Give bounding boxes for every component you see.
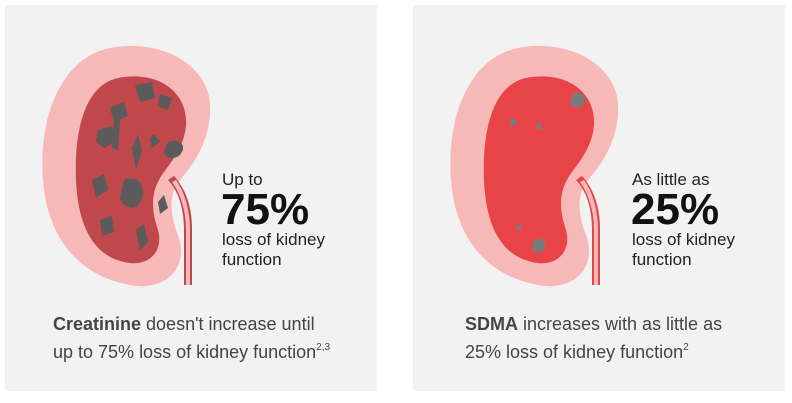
stat-value: 75% [221,185,310,234]
sdma-stat: As little as 25% loss of kidney function [631,170,735,270]
stat-suffix-line2: function [632,250,692,269]
stat-value: 25% [631,185,720,234]
creatinine-stat: Up to 75% loss of kidney function [221,170,325,270]
caption-superscript: 2,3 [316,342,331,353]
sdma-caption: SDMA increases with as little as 25% los… [465,310,785,366]
caption-superscript: 2 [683,342,689,353]
damaged-kidney-icon [42,45,210,287]
creatinine-panel: Up to 75% loss of kidney function Creati… [5,5,377,391]
stat-prefix: Up to [222,170,263,189]
caption-line2: up to 75% loss of kidney function [53,342,317,362]
stat-prefix: As little as [632,170,710,189]
caption-bold: Creatinine [53,314,142,334]
caption-line1: increases with as little as [518,314,723,334]
caption-line2: 25% loss of kidney function [465,342,684,362]
caption-bold: SDMA [465,314,518,334]
stat-suffix-line2: function [222,250,282,269]
caption-line1: doesn't increase until [141,314,315,334]
stat-suffix-line1: loss of kidney [632,230,735,249]
stat-suffix-line1: loss of kidney [222,230,325,249]
mildly-damaged-kidney-icon [450,45,618,287]
sdma-panel: As little as 25% loss of kidney function… [413,5,785,391]
creatinine-caption: Creatinine doesn't increase until up to … [53,310,373,366]
